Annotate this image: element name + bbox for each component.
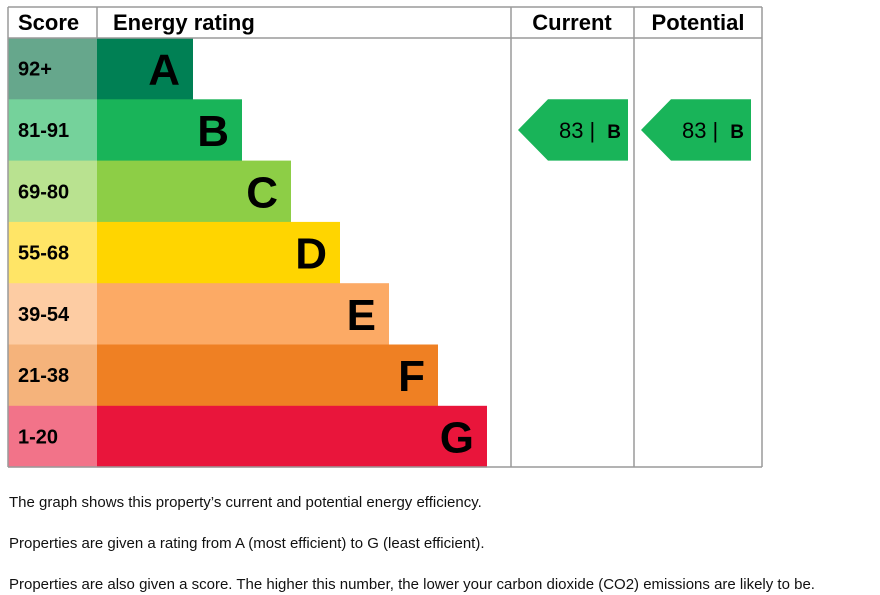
current-header: Current <box>532 10 612 35</box>
note-rating: Properties are given a rating from A (mo… <box>9 535 485 552</box>
energy-rating-header: Energy rating <box>113 10 255 35</box>
band-d: 55-68 D <box>8 221 340 284</box>
score-cell-c <box>8 160 97 223</box>
current-separator: | <box>590 118 596 143</box>
band-bar-a <box>97 38 193 100</box>
band-letter-a: A <box>148 46 180 95</box>
band-e: 39-54 E <box>8 283 389 345</box>
score-cell-g <box>8 405 97 468</box>
potential-band-letter: B <box>730 122 744 143</box>
band-bar-f <box>97 344 438 407</box>
score-cell-b <box>8 99 97 162</box>
band-bar-e <box>97 283 389 345</box>
score-range-g: 1-20 <box>18 426 58 448</box>
band-letter-e: E <box>347 291 376 340</box>
potential-pointer-shape <box>641 99 751 161</box>
band-g: 1-20 G <box>8 405 487 468</box>
score-range-a: 92+ <box>18 59 52 81</box>
band-letter-g: G <box>440 413 474 462</box>
band-a: 92+ A <box>8 38 193 100</box>
band-f: 21-38 F <box>8 344 438 407</box>
current-pointer-shape <box>518 99 628 161</box>
band-letter-f: F <box>398 352 425 401</box>
score-cell-a <box>8 38 97 100</box>
score-header: Score <box>18 10 79 35</box>
score-cell-e <box>8 283 97 345</box>
rating-pointers: 83 | B 83 | B <box>518 99 751 161</box>
band-b: 81-91 B <box>8 99 242 162</box>
note-graph: The graph shows this property’s current … <box>9 494 482 511</box>
chart-frame <box>7 6 763 468</box>
band-letter-d: D <box>295 230 327 279</box>
current-rating-pointer: 83 | B <box>518 99 628 161</box>
current-score-value: 83 <box>559 118 583 143</box>
score-range-c: 69-80 <box>18 181 69 203</box>
note-score: Properties are also given a score. The h… <box>9 576 815 593</box>
band-bar-g <box>97 405 487 468</box>
potential-rating-pointer: 83 | B <box>641 99 751 161</box>
score-cell-d <box>8 221 97 284</box>
potential-score-value: 83 <box>682 118 706 143</box>
band-c: 69-80 C <box>8 160 291 223</box>
rating-bands: 92+ A 81-91 B 69-80 C 55-68 D 39-54 E 21-38 F 1-20 G <box>8 38 487 468</box>
energy-rating-chart: Score Energy rating Current Potential 92… <box>7 6 763 468</box>
potential-separator: | <box>713 118 719 143</box>
score-range-d: 55-68 <box>18 243 69 265</box>
potential-header: Potential <box>652 10 745 35</box>
band-bar-b <box>97 99 242 162</box>
score-range-e: 39-54 <box>18 304 70 326</box>
score-range-f: 21-38 <box>18 365 69 387</box>
band-bar-c <box>97 160 291 223</box>
score-cell-f <box>8 344 97 407</box>
band-letter-b: B <box>197 107 229 156</box>
current-rating-label: 83 | B <box>559 118 621 143</box>
band-letter-c: C <box>246 168 278 217</box>
band-bar-d <box>97 221 340 284</box>
potential-rating-label: 83 | B <box>682 118 744 143</box>
current-band-letter: B <box>607 122 621 143</box>
explanatory-notes: The graph shows this property’s current … <box>9 494 879 594</box>
score-range-b: 81-91 <box>18 120 69 142</box>
